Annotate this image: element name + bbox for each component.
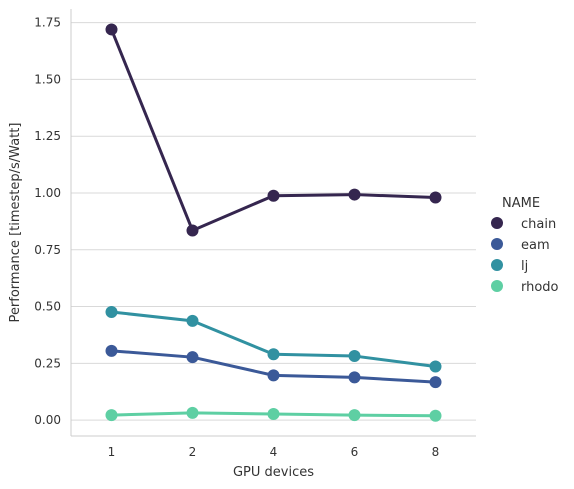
y-tick-label: 1.25: [34, 129, 61, 143]
series-chain: [105, 23, 442, 237]
x-tick-label: 4: [270, 445, 278, 459]
data-point-chain: [186, 224, 199, 237]
data-point-eam: [348, 371, 361, 384]
series-rhodo: [105, 406, 442, 422]
legend: NAME chain eam lj rhodo: [491, 196, 559, 295]
legend-marker-eam: [491, 238, 503, 250]
series: [105, 23, 442, 422]
x-tick-label: 2: [189, 445, 197, 459]
data-point-lj: [267, 348, 280, 361]
legend-label-lj: lj: [521, 259, 528, 274]
legend-title: NAME: [502, 196, 540, 211]
x-axis-label: GPU devices: [233, 465, 314, 480]
data-point-eam: [429, 376, 442, 389]
data-point-rhodo: [186, 406, 199, 419]
legend-label-eam: eam: [521, 238, 550, 253]
y-tick-label: 0.75: [34, 243, 61, 257]
data-point-chain: [348, 188, 361, 201]
data-point-chain: [267, 189, 280, 202]
legend-marker-rhodo: [491, 280, 503, 292]
y-tick-label: 0.25: [34, 356, 61, 370]
data-point-eam: [105, 344, 118, 357]
legend-label-rhodo: rhodo: [521, 280, 559, 295]
data-point-rhodo: [267, 407, 280, 420]
data-point-chain: [429, 191, 442, 204]
ticks: 0.00 0.25 0.50 0.75 1.00 1.25 1.50 1.75 1 2 4 6 8: [34, 16, 439, 459]
data-point-lj: [186, 314, 199, 327]
legend-marker-chain: [491, 217, 503, 229]
x-tick-label: 1: [108, 445, 116, 459]
data-point-lj: [348, 350, 361, 363]
y-tick-label: 1.75: [34, 16, 61, 30]
data-point-lj: [429, 360, 442, 373]
series-eam: [105, 344, 442, 389]
series-lj: [105, 305, 442, 373]
y-tick-label: 0.00: [34, 413, 61, 427]
data-point-rhodo: [348, 409, 361, 422]
x-tick-label: 6: [351, 445, 359, 459]
data-point-eam: [267, 369, 280, 382]
x-tick-label: 8: [432, 445, 440, 459]
data-point-lj: [105, 305, 118, 318]
legend-label-chain: chain: [521, 217, 556, 232]
y-tick-label: 0.50: [34, 300, 61, 314]
data-point-chain: [105, 23, 118, 36]
data-point-rhodo: [429, 409, 442, 422]
legend-marker-lj: [491, 259, 503, 271]
axes: [70, 9, 476, 437]
y-tick-label: 1.00: [34, 186, 61, 200]
y-tick-label: 1.50: [34, 72, 61, 86]
y-axis-label: Performance [timestep/s/Watt]: [8, 123, 23, 323]
data-point-rhodo: [105, 409, 118, 422]
data-point-eam: [186, 351, 199, 364]
